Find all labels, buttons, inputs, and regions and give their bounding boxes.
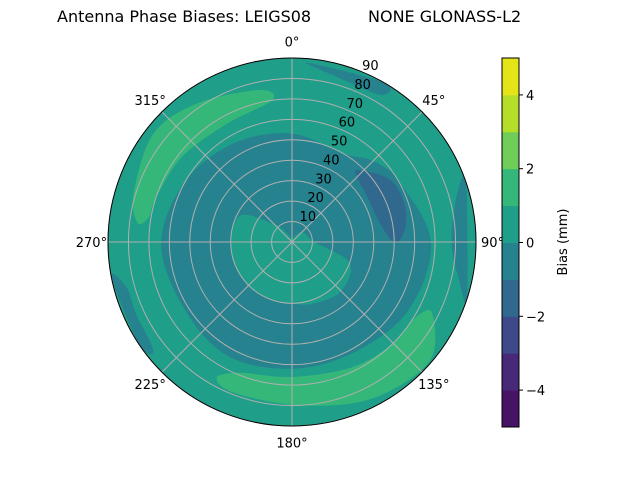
r-tick-label: 20 xyxy=(307,191,324,206)
colorbar: −4 −2 0 2 4 Bias (mm) xyxy=(501,57,571,428)
colorbar-tick-label: 2 xyxy=(526,163,534,178)
theta-gridline xyxy=(291,111,423,243)
r-tick-label: 80 xyxy=(354,78,371,93)
colorbar-band xyxy=(502,58,519,96)
theta-gridline xyxy=(161,241,293,373)
r-tick-label: 30 xyxy=(315,172,332,187)
contour-region-3 xyxy=(132,89,275,225)
polar-grid xyxy=(107,57,477,427)
colorbar-band xyxy=(502,242,519,280)
colorbar-label: Bias (mm) xyxy=(556,209,571,276)
colorbar-band xyxy=(502,353,519,391)
axis-labels: 0° 45° 90° 135° 180° 225° 270° 315° 10 20 30 40 50 60… xyxy=(76,35,504,451)
r-tick-label: 70 xyxy=(346,97,363,112)
theta-tick-label: 270° xyxy=(76,236,107,251)
theta-tick-label: 180° xyxy=(276,437,307,452)
colorbar-tick-label: −2 xyxy=(526,310,545,325)
theta-tick-label: 135° xyxy=(418,378,449,393)
colorbar-band xyxy=(502,390,519,428)
colorbar-tick-label: −4 xyxy=(526,384,545,399)
theta-tick-label: 225° xyxy=(135,378,166,393)
theta-tick-label: 90° xyxy=(481,236,504,251)
colorbar-band xyxy=(502,316,519,354)
chart-title-left: Antenna Phase Biases: LEIGS08 xyxy=(57,7,312,26)
theta-gridline xyxy=(291,241,423,373)
theta-tick-label: 45° xyxy=(422,94,445,109)
r-tick-label: 90 xyxy=(362,59,379,74)
theta-tick-label: 315° xyxy=(135,94,166,109)
r-tick-label: 50 xyxy=(331,135,348,150)
r-tick-label: 40 xyxy=(323,153,340,168)
contour-region-2 xyxy=(355,170,407,243)
colorbar-tick-label: 0 xyxy=(526,237,534,252)
theta-gridline xyxy=(161,111,293,243)
contour-region-6 xyxy=(451,175,468,305)
r-tick-label: 60 xyxy=(339,116,356,131)
theta-tick-label: 0° xyxy=(285,35,300,50)
contour-region-1 xyxy=(230,214,352,305)
contour-region-4 xyxy=(216,309,436,406)
contour-region-7 xyxy=(111,273,154,355)
colorbar-band xyxy=(502,168,519,207)
colorbar-band xyxy=(502,205,519,243)
colorbar-band xyxy=(502,94,519,133)
chart-title-right: NONE GLONASS-L2 xyxy=(368,7,522,26)
polar-frame xyxy=(107,57,477,427)
colorbar-tick-label: 4 xyxy=(526,89,534,104)
colorbar-band xyxy=(502,131,519,170)
colorbar-band xyxy=(502,279,519,317)
r-tick-label: 10 xyxy=(300,210,317,225)
contour-regions xyxy=(111,62,468,406)
contour-region-5 xyxy=(305,62,391,95)
